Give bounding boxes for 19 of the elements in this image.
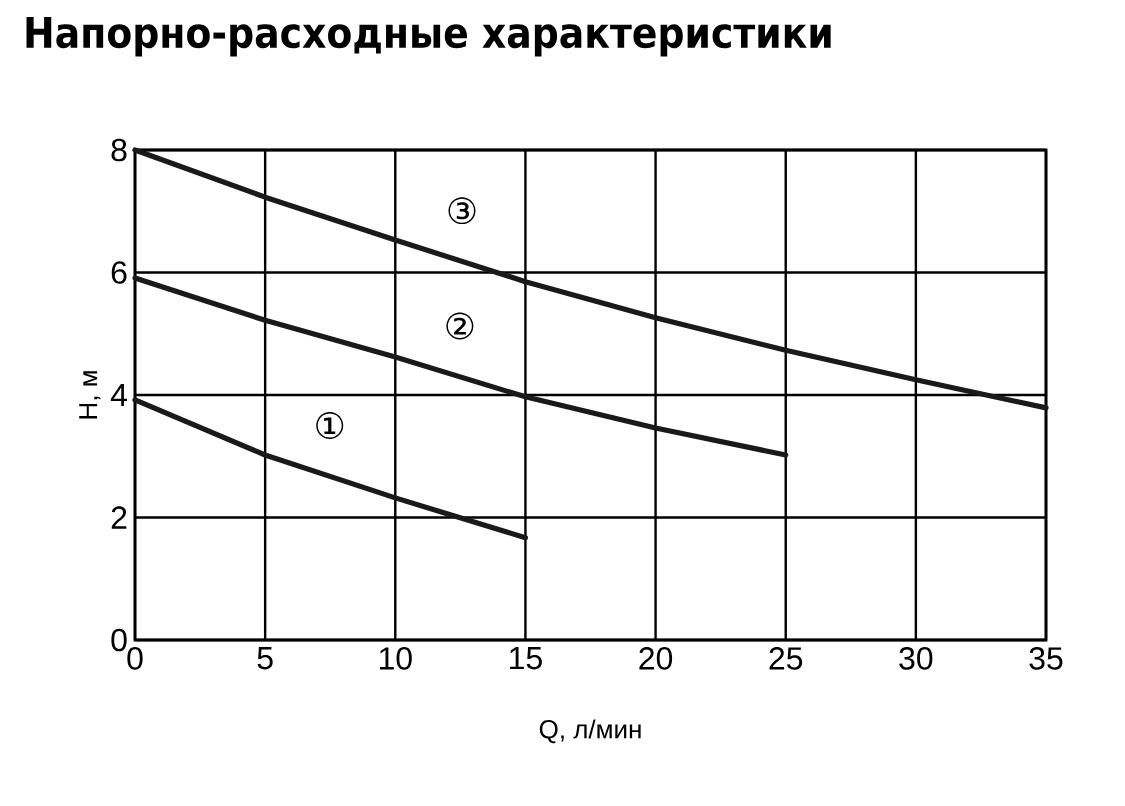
chart-title: Напорно-расходные характеристики bbox=[26, 17, 831, 57]
x-tick-label: 5 bbox=[257, 647, 273, 670]
y-tick-label: 0 bbox=[111, 628, 127, 652]
series-label: ① bbox=[316, 412, 344, 440]
series-label: ③ bbox=[448, 197, 476, 225]
y-tick-label: 4 bbox=[110, 383, 127, 406]
x-tick-label: 35 bbox=[1029, 647, 1063, 670]
x-tick-label: 10 bbox=[379, 647, 412, 670]
y-axis-title: H, м bbox=[79, 371, 101, 419]
series-label: ② bbox=[446, 312, 474, 340]
y-tick-label: 6 bbox=[111, 261, 127, 284]
x-tick-label: 25 bbox=[769, 647, 803, 670]
x-axis-title: Q, л/мин bbox=[539, 719, 641, 744]
y-tick-label: 2 bbox=[111, 506, 127, 529]
x-tick-label: 20 bbox=[639, 647, 673, 670]
x-tick-label: 15 bbox=[510, 647, 542, 670]
x-tick-label: 0 bbox=[127, 647, 143, 670]
y-tick-label: 8 bbox=[111, 138, 127, 162]
x-tick-label: 30 bbox=[899, 647, 933, 670]
